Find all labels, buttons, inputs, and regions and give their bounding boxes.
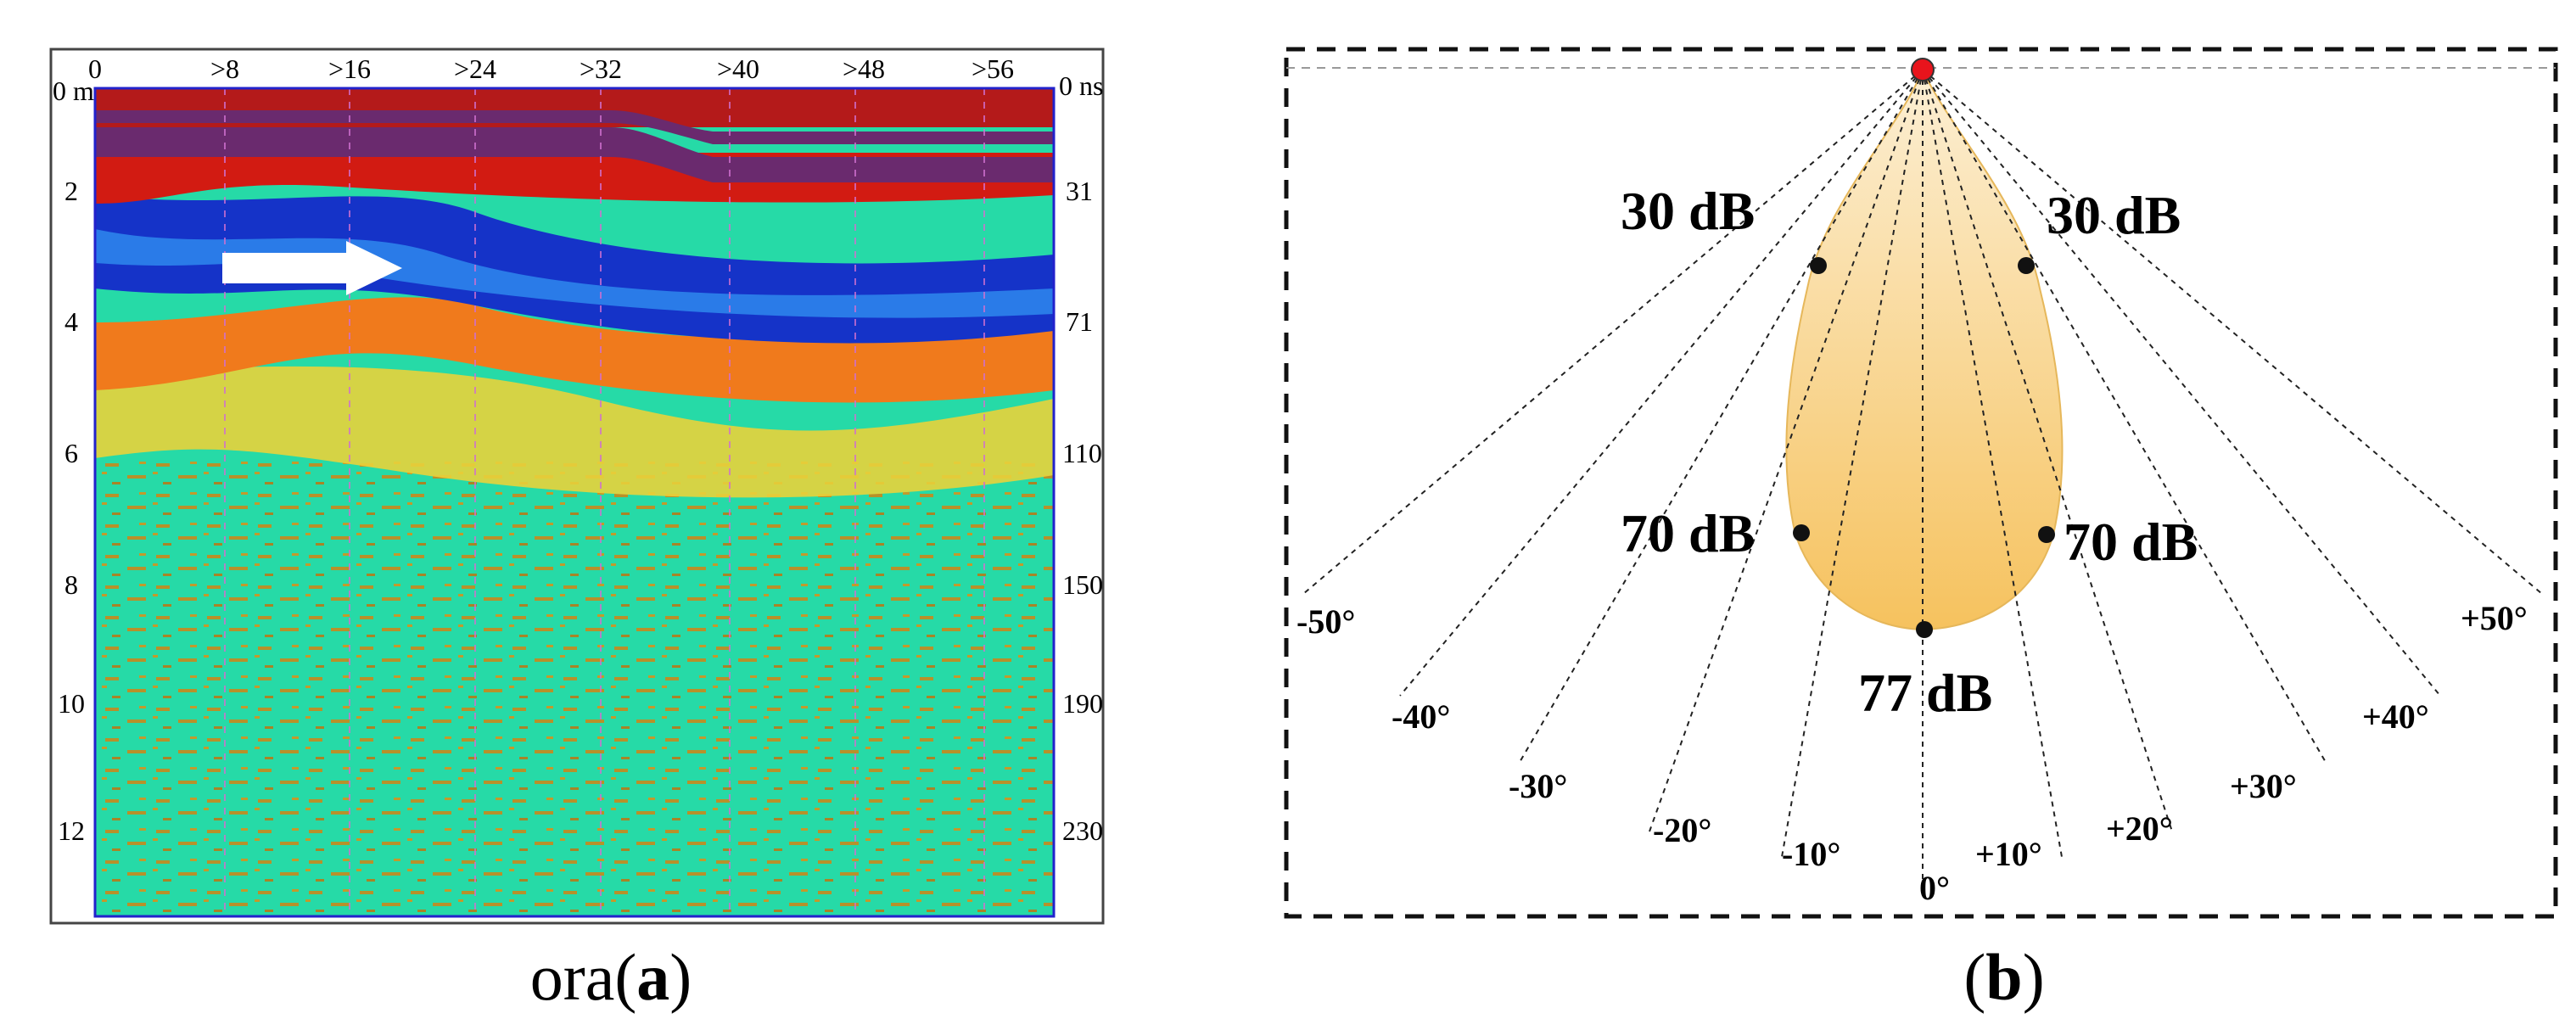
right-tick: 31: [1066, 176, 1093, 206]
radial-line: [1518, 69, 1924, 764]
radial-line: [1781, 69, 1924, 858]
radial-line: [1922, 69, 2173, 832]
point-70db-left: [1793, 524, 1810, 541]
top-tick: >24: [454, 53, 496, 84]
left-tick: 10: [58, 688, 85, 719]
top-tick: >48: [843, 53, 885, 84]
right-tick: 110: [1062, 438, 1102, 468]
radargram-image: [95, 88, 1054, 916]
caption-a: ora(a): [530, 940, 692, 1014]
panel-b: 30 dB 30 dB 70 dB 70 dB 77 dB -50° -40° …: [1284, 47, 2558, 1014]
panel-a-outer-frame: [49, 48, 1105, 925]
db-label-mid-left: 70 dB: [1621, 503, 1755, 563]
left-tick: 4: [64, 306, 78, 337]
top-tick: >16: [328, 53, 371, 84]
top-tick: >8: [210, 53, 239, 84]
right-tick: 71: [1066, 306, 1093, 337]
panel-a: 0 >8 >16 >24 >32 >40 >48 >56 0 m 2 4 6 8…: [49, 48, 1105, 1014]
left-axis-ticks: 0 m 2 4 6 8 10 12: [53, 76, 94, 846]
point-77db-bottom: [1916, 621, 1933, 638]
right-tick: 190: [1062, 688, 1103, 719]
top-tick: 0: [88, 53, 102, 84]
radial-line: [1399, 69, 1924, 697]
angle-label: +10°: [1975, 835, 2042, 873]
point-30db-left: [1810, 257, 1827, 274]
right-axis-ticks: 0 ns 31 71 110 150 190 230: [1059, 70, 1103, 846]
top-tick: >40: [717, 53, 759, 84]
radial-line: [1922, 69, 2327, 764]
left-tick: 0 m: [53, 76, 94, 106]
db-label-bottom: 77 dB: [1858, 663, 1992, 723]
caption-b: (b): [1963, 940, 2044, 1014]
point-70db-right: [2038, 526, 2055, 543]
angle-label: -10°: [1782, 835, 1840, 873]
radial-line: [1922, 69, 2063, 858]
angle-label: -50°: [1296, 602, 1355, 641]
db-label-mid-right: 70 dB: [2064, 512, 2198, 572]
left-tick: 12: [58, 815, 85, 846]
db-label-upper-left: 30 dB: [1621, 181, 1755, 241]
beam-lobe: [1785, 67, 2064, 631]
radial-line: [1649, 69, 1924, 832]
angle-label: +40°: [2362, 697, 2429, 736]
angle-label: -40°: [1392, 697, 1450, 736]
white-arrow: [222, 241, 402, 295]
measurement-points: [1793, 257, 2055, 638]
angle-label: 0°: [1919, 869, 1950, 907]
right-tick: 0 ns: [1059, 70, 1103, 101]
angle-label: +20°: [2106, 809, 2173, 848]
angle-label: +50°: [2461, 599, 2528, 637]
left-tick: 8: [64, 569, 78, 600]
radargram-frame: [93, 87, 1056, 918]
db-label-upper-right: 30 dB: [2047, 185, 2181, 245]
radial-lines: [1302, 69, 2543, 882]
left-tick: 2: [64, 176, 78, 206]
top-axis-ticks: 0 >8 >16 >24 >32 >40 >48 >56: [88, 53, 1014, 84]
radial-line: [1302, 69, 1924, 595]
top-tick: >32: [580, 53, 622, 84]
radial-line: [1922, 69, 2543, 595]
angle-label: +30°: [2230, 767, 2297, 805]
angle-label: -20°: [1653, 811, 1711, 849]
source-point: [1911, 58, 1935, 81]
angle-label: -30°: [1509, 767, 1567, 805]
radial-line: [1922, 69, 2441, 697]
right-tick: 230: [1062, 815, 1103, 846]
left-tick: 6: [64, 438, 78, 468]
top-tick: >56: [972, 53, 1014, 84]
point-30db-right: [2018, 257, 2035, 274]
right-tick: 150: [1062, 569, 1103, 600]
